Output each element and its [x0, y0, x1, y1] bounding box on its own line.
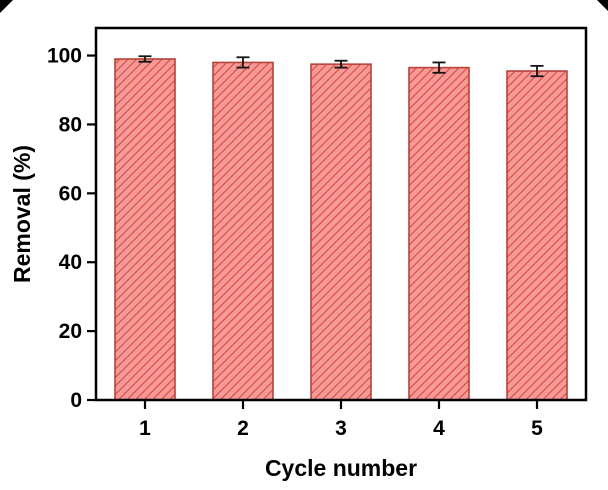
svg-text:Removal (%): Removal (%)	[9, 145, 35, 283]
svg-text:60: 60	[59, 182, 82, 205]
corner-artifact	[0, 0, 13, 13]
svg-text:2: 2	[237, 417, 249, 440]
svg-text:100: 100	[47, 45, 82, 68]
svg-text:3: 3	[335, 417, 347, 440]
svg-text:80: 80	[59, 113, 82, 136]
svg-text:Cycle number: Cycle number	[265, 455, 417, 481]
corner-artifact	[597, 0, 608, 11]
svg-text:0: 0	[70, 389, 82, 412]
svg-text:4: 4	[433, 417, 445, 440]
svg-text:5: 5	[531, 417, 543, 440]
svg-text:20: 20	[59, 320, 82, 343]
svg-text:1: 1	[139, 417, 151, 440]
svg-text:40: 40	[59, 251, 82, 274]
